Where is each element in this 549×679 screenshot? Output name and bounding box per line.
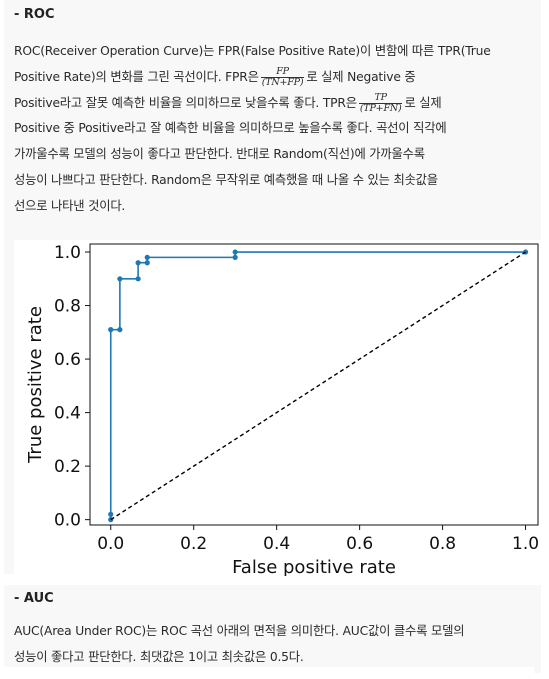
roc-point <box>232 254 238 260</box>
random-baseline-line <box>110 251 526 521</box>
series-layer <box>108 249 529 523</box>
y-tick-label: 1.0 <box>54 243 81 263</box>
x-tick-label: 1.0 <box>512 534 539 554</box>
fpr-denominator: (TN+FP) <box>261 76 304 88</box>
roc-point <box>232 249 238 255</box>
x-axis-title: False positive rate <box>232 557 396 576</box>
y-tick-label: 0.2 <box>54 457 81 477</box>
tpr-denominator: (TP+FN) <box>359 102 402 114</box>
roc-line-2-tail: 로 실제 Negative 중 <box>306 69 416 84</box>
roc-line-3-tail: 로 실제 <box>404 95 442 110</box>
roc-paragraph: ROC(Receiver Operation Curve)는 FPR(False… <box>14 39 531 220</box>
roc-point <box>108 327 114 333</box>
x-tick-label: 0.4 <box>263 534 290 554</box>
auc-heading: - AUC <box>14 591 54 606</box>
fpr-numerator: FP <box>260 66 305 78</box>
y-tick-label: 0.0 <box>54 511 81 531</box>
roc-line-5: 가까울수록 모델의 성능이 좋다고 판단한다. 반대로 Random(직선)에 … <box>14 147 425 162</box>
roc-point <box>117 327 123 333</box>
roc-line-4: Positive 중 Positive라고 잘 예측한 비율을 의미하므로 높을… <box>14 121 447 136</box>
plot-frame <box>89 243 539 526</box>
roc-line-3: Positive라고 잘못 예측한 비율을 의미하므로 낮을수록 좋다. TPR… <box>14 91 531 117</box>
x-tick-label: 0.8 <box>429 534 456 554</box>
bottom-strip <box>4 667 534 679</box>
y-tick-label: 0.6 <box>54 350 81 370</box>
y-tick-label: 0.4 <box>54 404 81 424</box>
auc-paragraph: AUC(Area Under ROC)는 ROC 곡선 아래의 면적을 의미한다… <box>14 619 531 671</box>
x-tick-label: 0.6 <box>346 534 373 554</box>
roc-line-2: Positive Rate)의 변화를 그린 곡선이다. FPR은 FP (TN+F… <box>14 65 531 91</box>
roc-point <box>108 511 114 517</box>
auc-section-panel: - AUC AUC(Area Under ROC)는 ROC 곡선 아래의 면적… <box>4 585 541 673</box>
roc-line-7: 선으로 나타낸 것이다. <box>14 198 126 213</box>
x-tick-label: 0.0 <box>97 534 124 554</box>
roc-chart-svg: 0.0 0.2 0.4 0.6 0.8 1.0 0.0 0.2 0.4 0.6 0.8 1.0 Fal… <box>25 243 539 576</box>
auc-line-1: AUC(Area Under ROC)는 ROC 곡선 아래의 면적을 의미한다… <box>14 624 465 638</box>
tpr-numerator: TP <box>358 92 403 104</box>
roc-line-1: ROC(Receiver Operation Curve)는 FPR(False… <box>14 44 491 58</box>
roc-line-6: 성능이 나쁘다고 판단한다. Random은 무작위로 예측했을 때 나올 수 … <box>14 172 438 187</box>
roc-point <box>144 260 150 266</box>
y-axis-title: True positive rate <box>25 306 46 464</box>
tpr-fraction: TP (TP+FN) <box>358 92 403 114</box>
roc-heading: - ROC <box>14 7 55 22</box>
roc-point <box>135 276 141 282</box>
roc-section-panel: - ROC ROC(Receiver Operation Curve)는 FPR… <box>4 0 549 576</box>
y-tick-label: 0.8 <box>54 297 81 317</box>
auc-line-2: 성능이 좋다고 판단한다. 최댓값은 1이고 최솟값은 0.5다. <box>14 649 304 664</box>
roc-point <box>135 260 141 266</box>
roc-point <box>144 254 150 260</box>
roc-chart: 0.0 0.2 0.4 0.6 0.8 1.0 0.0 0.2 0.4 0.6 0.8 1.0 Fal… <box>14 240 549 576</box>
roc-point <box>117 276 123 282</box>
roc-line-3-text: Positive라고 잘못 예측한 비율을 의미하므로 낮을수록 좋다. TPR… <box>14 95 357 110</box>
ticks-layer: 0.0 0.2 0.4 0.6 0.8 1.0 0.0 0.2 0.4 0.6 0.8 1.0 <box>54 243 539 554</box>
roc-line-2-text: Positive Rate)의 변화를 그린 곡선이다. FPR은 <box>14 69 259 84</box>
fpr-fraction: FP (TN+FP) <box>260 66 305 88</box>
x-tick-label: 0.2 <box>180 534 207 554</box>
